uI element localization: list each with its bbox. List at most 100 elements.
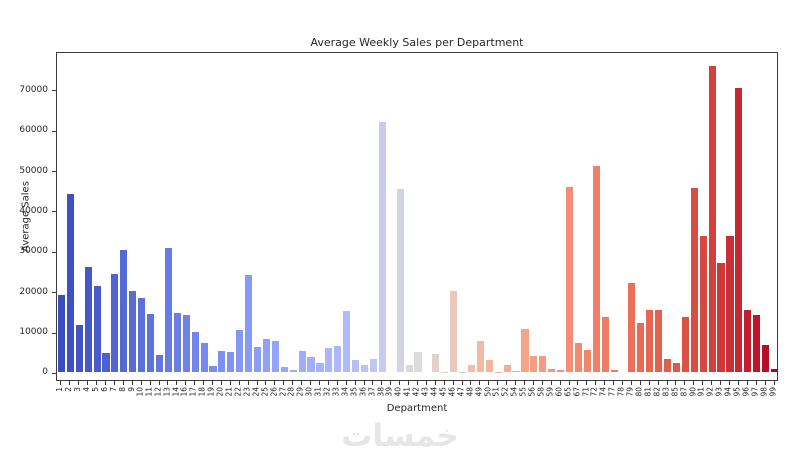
x-tick-label-81: 81	[643, 387, 653, 397]
x-tick-mark-56	[532, 381, 534, 385]
x-tick-mark-77	[613, 381, 615, 385]
x-tick-mark-5	[96, 381, 98, 385]
bar-dept-10	[138, 298, 146, 372]
bar-dept-36	[360, 365, 369, 372]
x-tick-mark-91	[702, 381, 704, 385]
bar-dept-22	[236, 329, 244, 372]
x-tick-label-99: 99	[768, 387, 778, 397]
x-tick-label-11: 11	[144, 387, 154, 397]
x-tick-label-32: 32	[322, 387, 332, 397]
x-tick-mark-54	[515, 381, 517, 385]
bar-dept-94	[726, 236, 734, 372]
x-tick-label-56: 56	[527, 387, 537, 397]
y-tick-label-70000: 70000	[19, 84, 48, 95]
x-tick-mark-80	[639, 381, 641, 385]
bar-dept-33	[334, 346, 342, 372]
x-tick-mark-31	[318, 381, 320, 385]
x-tick-mark-95	[737, 381, 739, 385]
x-tick-mark-58	[541, 381, 543, 385]
bar-dept-9	[129, 290, 137, 372]
bar-dept-77	[610, 370, 618, 372]
x-tick-label-67: 67	[572, 387, 582, 397]
x-tick-label-21: 21	[224, 387, 234, 397]
bar-dept-49	[476, 340, 484, 372]
bar-dept-3	[75, 324, 83, 372]
x-tick-label-79: 79	[625, 387, 635, 397]
bar-dept-50	[485, 359, 493, 372]
y-tick-label-20000: 20000	[19, 286, 48, 297]
x-tick-label-87: 87	[679, 387, 689, 397]
x-tick-label-85: 85	[670, 387, 680, 397]
x-tick-label-26: 26	[269, 387, 279, 397]
x-tick-label-7: 7	[108, 387, 118, 392]
x-tick-mark-55	[523, 381, 525, 385]
bar-dept-37	[369, 359, 377, 372]
x-tick-label-95: 95	[732, 387, 742, 397]
x-tick-mark-74	[604, 381, 606, 385]
x-tick-mark-6	[105, 381, 107, 385]
x-tick-mark-27	[283, 381, 285, 385]
x-tick-mark-52	[506, 381, 508, 385]
x-tick-label-5: 5	[90, 387, 100, 392]
x-tick-mark-19	[211, 381, 213, 385]
x-tick-mark-1	[60, 381, 62, 385]
bar-dept-85	[672, 362, 681, 372]
x-tick-mark-36	[363, 381, 365, 385]
x-tick-mark-24	[256, 381, 258, 385]
bar-dept-93	[717, 262, 725, 372]
y-tick-label-10000: 10000	[19, 327, 48, 338]
x-tick-label-47: 47	[456, 387, 466, 397]
bar-dept-71	[583, 350, 591, 372]
bar-dept-32	[325, 347, 333, 372]
x-tick-mark-94	[728, 381, 730, 385]
bar-dept-23	[245, 275, 253, 372]
bar-dept-7	[111, 274, 119, 372]
x-tick-label-22: 22	[233, 387, 243, 397]
x-tick-label-10: 10	[135, 387, 145, 397]
bar-dept-26	[271, 340, 279, 372]
y-tick-mark-30000	[52, 251, 56, 253]
x-tick-mark-46	[452, 381, 454, 385]
x-tick-mark-9	[131, 381, 133, 385]
x-tick-label-25: 25	[260, 387, 270, 397]
x-tick-mark-44	[434, 381, 436, 385]
bar-dept-59	[548, 368, 556, 372]
bar-dept-92	[708, 65, 716, 372]
bar-dept-1	[57, 294, 66, 372]
x-tick-mark-45	[443, 381, 445, 385]
bar-dept-31	[316, 362, 324, 372]
x-tick-mark-82	[657, 381, 659, 385]
bar-dept-8	[120, 249, 128, 372]
bar-dept-74	[601, 316, 609, 372]
x-tick-label-9: 9	[126, 387, 136, 392]
x-tick-mark-49	[479, 381, 481, 385]
x-tick-mark-2	[69, 381, 71, 385]
x-tick-mark-12	[158, 381, 160, 385]
x-tick-mark-92	[711, 381, 713, 385]
x-tick-label-34: 34	[340, 387, 350, 397]
bar-dept-13	[164, 247, 172, 372]
bar-dept-19	[209, 366, 217, 372]
x-tick-mark-98	[764, 381, 766, 385]
x-tick-mark-59	[550, 381, 552, 385]
x-tick-mark-87	[684, 381, 686, 385]
bar-dept-27	[280, 367, 288, 372]
x-axis-label: Department	[386, 403, 448, 414]
x-tick-label-96: 96	[741, 387, 751, 397]
bar-dept-65	[565, 187, 574, 372]
x-tick-mark-22	[238, 381, 240, 385]
x-tick-mark-42	[417, 381, 418, 385]
y-tick-mark-20000	[52, 292, 56, 294]
y-tick-mark-70000	[52, 90, 56, 92]
x-tick-mark-78	[622, 381, 623, 385]
x-tick-label-31: 31	[313, 387, 323, 397]
bar-dept-67	[574, 342, 582, 372]
x-tick-mark-29	[301, 381, 303, 385]
x-tick-mark-35	[354, 381, 356, 385]
x-tick-mark-23	[247, 381, 249, 385]
x-tick-mark-3	[78, 381, 80, 385]
x-tick-label-19: 19	[206, 387, 216, 397]
y-tick-mark-60000	[52, 130, 56, 132]
x-tick-mark-99	[773, 381, 775, 385]
